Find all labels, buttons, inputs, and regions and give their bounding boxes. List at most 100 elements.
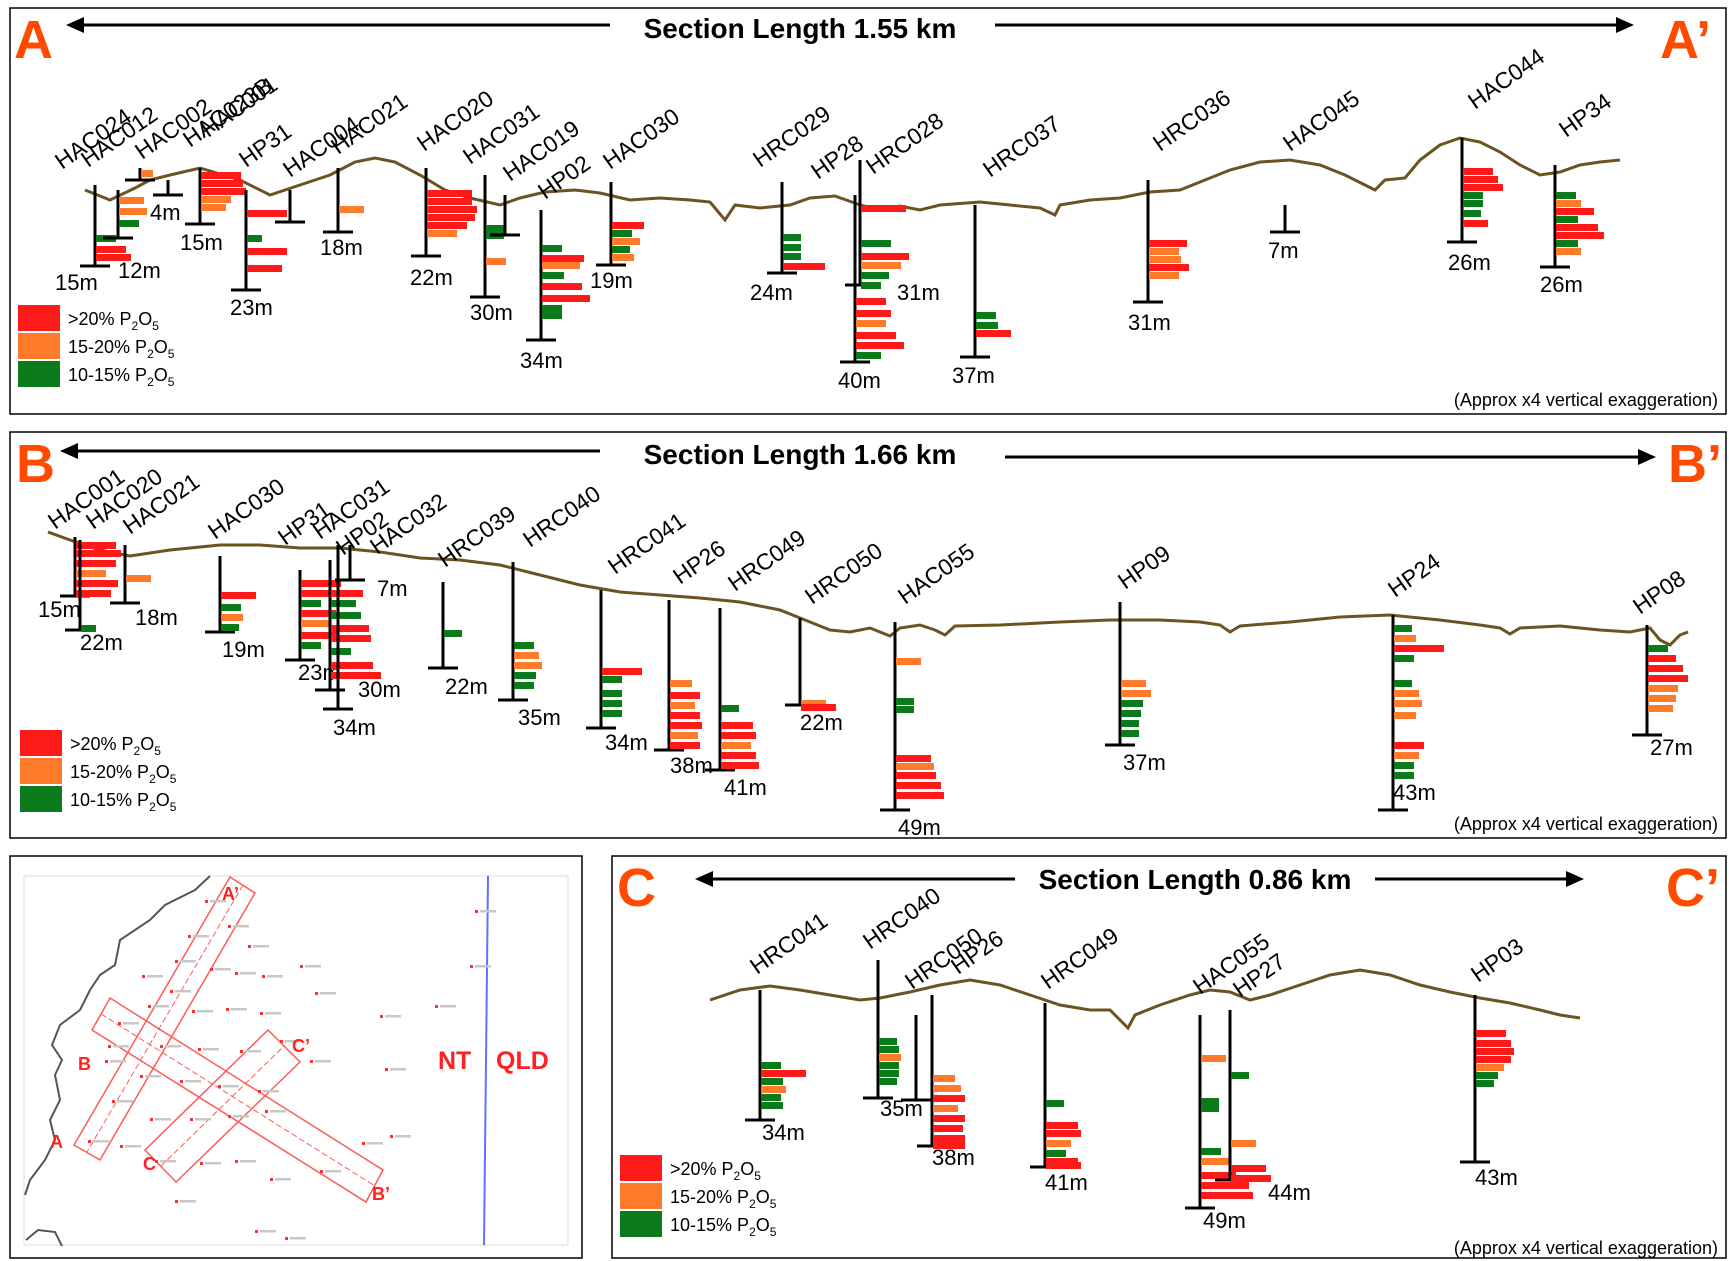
map-drillhole-tag: [233, 1115, 249, 1118]
grade-interval-mid: [486, 258, 506, 265]
map-drillhole-dot: [160, 1045, 163, 1048]
grade-interval-low: [612, 246, 630, 253]
map-drillhole-tag: [165, 1045, 181, 1048]
grade-interval-mid: [670, 680, 692, 687]
grade-interval-low: [1121, 730, 1139, 737]
grade-interval-high: [542, 255, 584, 262]
map-drillhole-tag: [113, 1045, 129, 1048]
grade-interval-mid: [933, 1085, 961, 1092]
map-drillhole-tag: [215, 968, 231, 971]
grade-interval-low: [879, 1046, 899, 1053]
grade-interval-mid: [141, 170, 153, 177]
drillhole-depth-label: 34m: [762, 1120, 805, 1145]
drillhole-depth-label: 35m: [518, 705, 561, 730]
grade-interval-high: [1556, 208, 1594, 215]
grade-interval-high: [721, 722, 753, 729]
map-drillhole-dot: [435, 1005, 438, 1008]
drillhole-depth-label: 7m: [377, 576, 408, 601]
grade-interval-mid: [1556, 248, 1581, 255]
map-drillhole-dot: [270, 1178, 273, 1181]
map-label-a-end: A’: [222, 884, 239, 904]
legend-label-mid: 15-20% P2O5: [670, 1187, 777, 1211]
map-drillhole-tag: [205, 1162, 221, 1165]
grade-interval-high: [247, 265, 282, 272]
map-drillhole-dot: [255, 1230, 258, 1233]
grade-interval-high: [1476, 1056, 1511, 1063]
grade-interval-low: [331, 612, 361, 619]
map-drillhole-dot: [362, 1142, 365, 1145]
grade-interval-mid: [1648, 695, 1676, 702]
grade-interval-high: [896, 782, 941, 789]
grade-interval-low: [1463, 210, 1481, 217]
grade-interval-high: [670, 692, 700, 699]
grade-interval-low: [612, 230, 632, 237]
grade-interval-mid: [119, 197, 144, 204]
grade-interval-mid: [1201, 1055, 1226, 1062]
grade-interval-high: [1476, 1040, 1511, 1047]
drillhole-depth-label: 34m: [520, 348, 563, 373]
grade-interval-high: [247, 210, 287, 217]
drillhole-depth-label: 41m: [724, 775, 767, 800]
map-drillhole-dot: [475, 910, 478, 913]
grade-interval-high: [612, 222, 644, 229]
map-drillhole-tag: [153, 1005, 169, 1008]
grade-interval-low: [1394, 625, 1412, 632]
drillhole-depth-label: 7m: [1268, 238, 1299, 263]
map-drillhole-dot: [258, 1090, 261, 1093]
drillhole-depth-label: 49m: [1203, 1208, 1246, 1233]
map-drillhole-tag: [197, 1010, 213, 1013]
map-drillhole-dot: [118, 1022, 121, 1025]
map-drillhole-tag: [180, 960, 196, 963]
grade-interval-high: [670, 712, 700, 719]
map-label-nt: NT: [438, 1047, 471, 1075]
drillhole-depth-label: 31m: [897, 280, 940, 305]
map-drillhole-dot: [88, 1140, 91, 1143]
map-drillhole-tag: [480, 910, 496, 913]
map-drillhole-dot: [140, 1075, 143, 1078]
grade-interval-high: [201, 172, 241, 179]
grade-interval-low: [976, 312, 996, 319]
drillhole-depth-label: 19m: [590, 268, 633, 293]
grade-interval-mid: [670, 732, 698, 739]
drillhole-depth-label: 34m: [333, 715, 376, 740]
map-drillhole-tag: [233, 925, 249, 928]
map-drillhole-tag: [267, 975, 283, 978]
map-drillhole-tag: [263, 1090, 279, 1093]
legend-label-mid: 15-20% P2O5: [70, 762, 177, 786]
grade-interval-high: [427, 198, 472, 205]
grade-interval-high: [76, 590, 111, 597]
grade-interval-high: [301, 632, 339, 639]
grade-interval-high: [76, 580, 118, 587]
grade-interval-high: [1394, 742, 1424, 749]
grade-interval-high: [896, 772, 936, 779]
legend-swatch-high: [20, 730, 62, 756]
grade-interval-high: [783, 263, 825, 270]
grade-interval-low: [1201, 1098, 1219, 1105]
grade-interval-high: [1149, 240, 1187, 247]
grade-interval-high: [1463, 220, 1488, 227]
grade-interval-mid: [721, 742, 751, 749]
grade-interval-mid: [1231, 1140, 1256, 1147]
legend-swatch-mid: [620, 1183, 662, 1209]
map-drillhole-dot: [235, 972, 238, 975]
map-drillhole-dot: [228, 925, 231, 928]
map-drillhole-dot: [210, 968, 213, 971]
grade-interval-mid: [612, 238, 640, 245]
grade-interval-low: [514, 672, 536, 679]
map-drillhole-tag: [367, 1142, 383, 1145]
grade-interval-low: [1046, 1100, 1064, 1107]
map-drillhole-dot: [170, 990, 173, 993]
grade-interval-low: [1463, 200, 1483, 207]
map-drillhole-tag: [390, 1068, 406, 1071]
drillhole-depth-label: 41m: [1045, 1170, 1088, 1195]
grade-interval-mid: [856, 320, 886, 327]
grade-interval-high: [1201, 1182, 1249, 1189]
drillhole-depth-label: 37m: [952, 363, 995, 388]
grade-interval-high: [861, 253, 909, 260]
section-b-start-label: B: [16, 434, 55, 494]
grade-interval-mid: [896, 658, 921, 665]
grade-interval-high: [602, 668, 642, 675]
grade-interval-high: [427, 214, 475, 221]
grade-interval-mid: [896, 763, 934, 770]
drillhole-depth-label: 30m: [358, 677, 401, 702]
